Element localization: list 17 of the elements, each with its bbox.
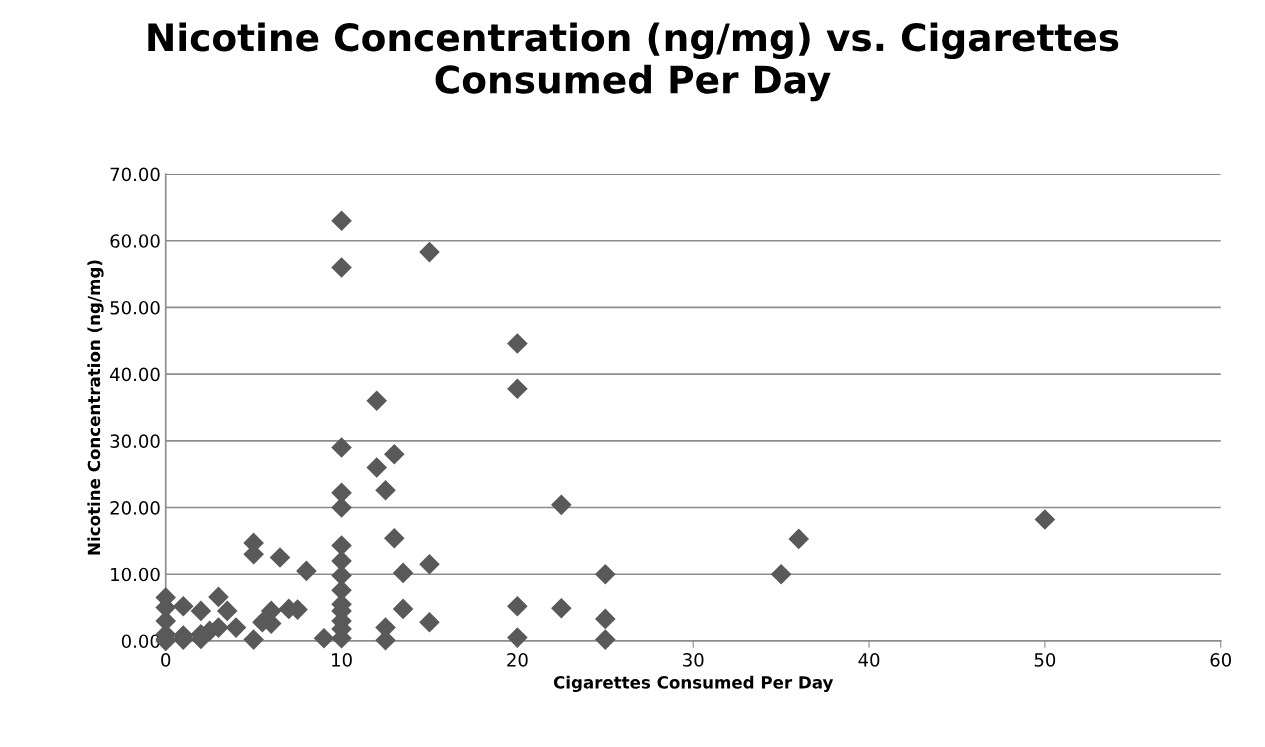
y-tick-label: 50.00: [110, 300, 160, 315]
x-tick-label: 50: [1034, 653, 1056, 667]
x-tick-label: 60: [1210, 653, 1232, 667]
x-axis-title: Cigarettes Consumed Per Day: [553, 675, 834, 693]
y-tick-label: 10.00: [111, 567, 160, 582]
y-tick-label: 40.00: [110, 367, 160, 382]
y-tick-label: 20.00: [110, 500, 160, 515]
x-tick-label: 20: [507, 653, 528, 667]
y-tick-label: 30.00: [110, 434, 160, 448]
x-tick-label: 30: [683, 653, 704, 667]
y-axis-title: Nicotine Concentration (ng/mg): [87, 260, 104, 555]
chart-title: Nicotine Concentration (ng/mg) vs. Cigarettes Consumed Per Day: [148, 22, 1119, 102]
x-tick-label: 10: [332, 653, 352, 667]
x-tick-label: 0: [161, 653, 171, 667]
y-tick-label: 70.00: [110, 167, 160, 182]
x-tick-label: 40: [858, 653, 880, 667]
y-tick-label: 60.00: [110, 234, 160, 248]
